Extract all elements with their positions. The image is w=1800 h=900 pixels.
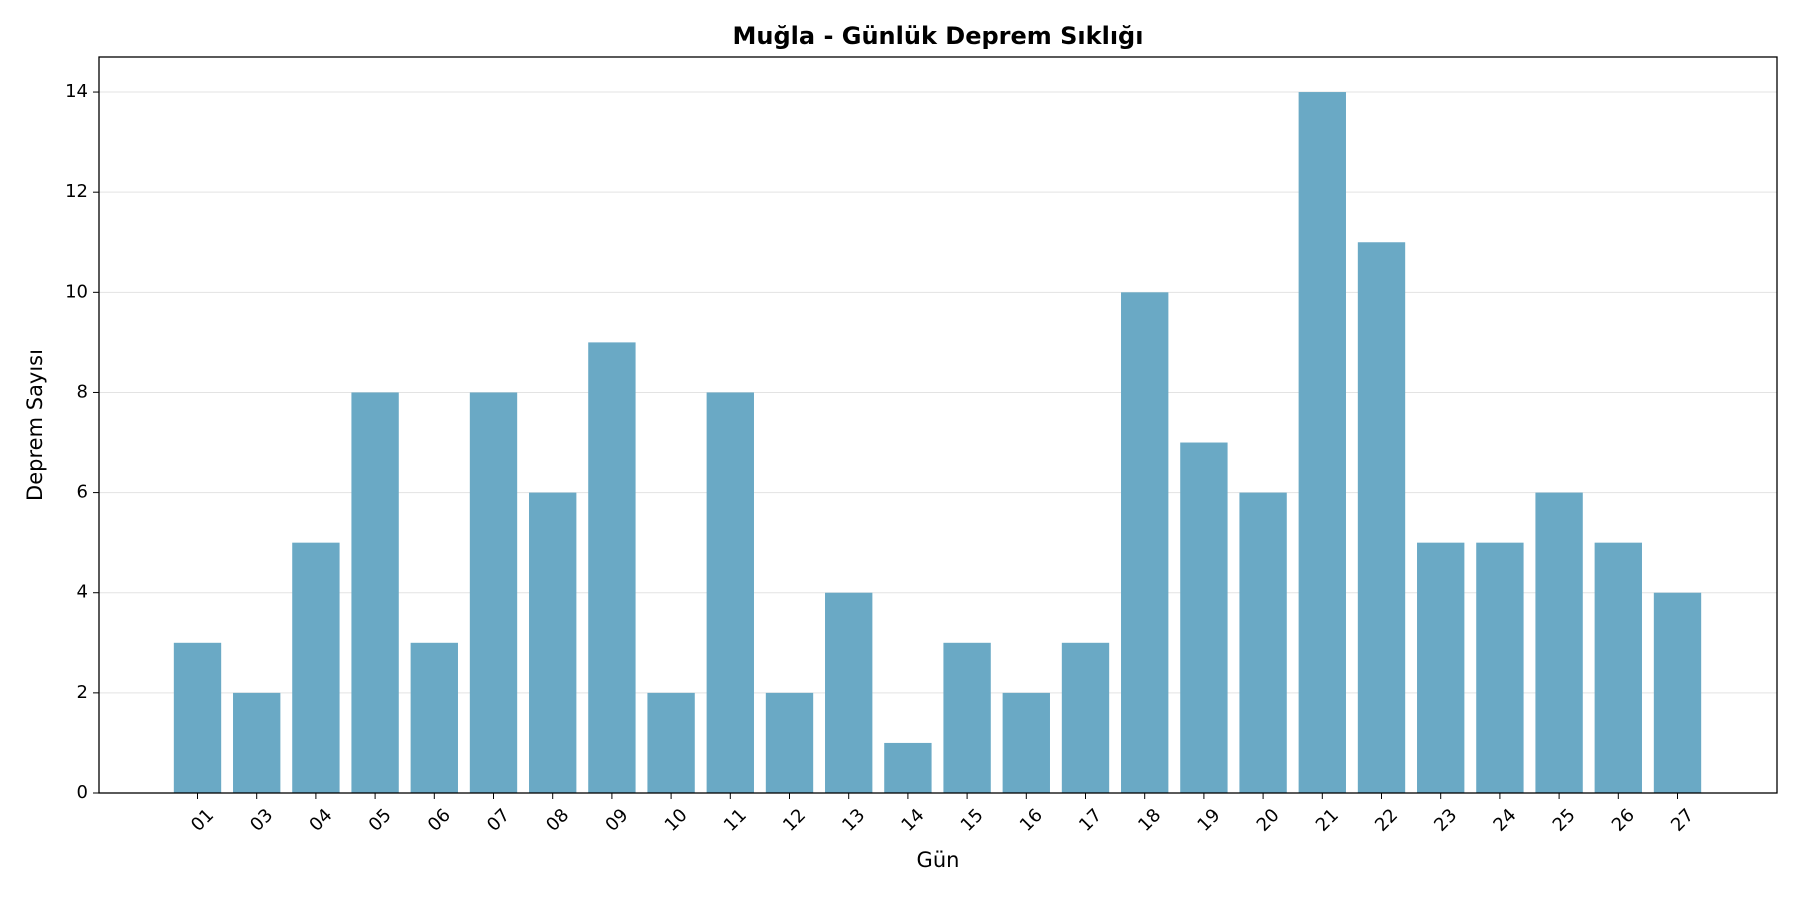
y-tick-label: 2 bbox=[77, 682, 88, 703]
bar bbox=[410, 642, 458, 793]
x-tick-label: 09 bbox=[601, 805, 632, 836]
bar bbox=[1535, 492, 1583, 793]
bar bbox=[706, 392, 754, 793]
bar bbox=[1653, 592, 1702, 793]
bar bbox=[1061, 642, 1110, 793]
bar bbox=[1002, 692, 1050, 793]
x-tick-label: 05 bbox=[365, 805, 396, 836]
y-tick-label: 0 bbox=[77, 782, 88, 803]
x-tick-label: 10 bbox=[661, 805, 692, 836]
bar bbox=[173, 642, 222, 793]
bar bbox=[1594, 542, 1642, 793]
x-tick-label: 04 bbox=[305, 805, 336, 836]
x-tick-label: 21 bbox=[1312, 805, 1343, 836]
x-tick-label: 17 bbox=[1075, 805, 1106, 836]
bar bbox=[469, 392, 518, 793]
x-tick-label: 11 bbox=[720, 805, 751, 836]
x-tick-label: 06 bbox=[424, 805, 455, 836]
bar bbox=[1357, 242, 1406, 793]
x-tick-label: 15 bbox=[957, 805, 988, 836]
bar bbox=[233, 692, 281, 793]
y-tick-label: 8 bbox=[77, 381, 88, 402]
bar bbox=[1121, 292, 1169, 793]
bar bbox=[884, 742, 932, 793]
x-axis-label: Gün bbox=[917, 848, 960, 872]
plot-frame bbox=[98, 56, 1778, 794]
x-tick-label: 19 bbox=[1193, 805, 1224, 836]
bar bbox=[351, 392, 399, 793]
y-tick-label: 4 bbox=[77, 582, 88, 603]
bar bbox=[1476, 542, 1524, 793]
x-tick-label: 01 bbox=[187, 805, 218, 836]
bar bbox=[943, 642, 991, 793]
y-tick-label: 6 bbox=[77, 482, 88, 503]
x-tick-label: 25 bbox=[1549, 805, 1580, 836]
x-tick-label: 27 bbox=[1667, 805, 1698, 836]
x-tick-label: 26 bbox=[1608, 805, 1639, 836]
bar bbox=[647, 692, 695, 793]
y-axis-label: Deprem Sayısı bbox=[23, 349, 47, 501]
bar bbox=[1180, 442, 1228, 793]
x-tick-label: 12 bbox=[779, 805, 810, 836]
y-tick-label: 10 bbox=[65, 281, 88, 302]
x-tick-label: 08 bbox=[542, 805, 573, 836]
x-tick-label: 13 bbox=[838, 805, 869, 836]
x-tick-label: 14 bbox=[897, 805, 928, 836]
x-tick-label: 03 bbox=[246, 805, 277, 836]
bar bbox=[825, 592, 873, 793]
x-tick-label: 18 bbox=[1134, 805, 1165, 836]
chart-title: Muğla - Günlük Deprem Sıklığı bbox=[733, 22, 1144, 50]
bar bbox=[588, 342, 636, 793]
bar bbox=[1239, 492, 1287, 793]
x-tick-label: 23 bbox=[1430, 805, 1461, 836]
y-tick-label: 14 bbox=[65, 81, 88, 102]
x-tick-label: 20 bbox=[1253, 805, 1284, 836]
x-tick-label: 22 bbox=[1371, 805, 1402, 836]
bar bbox=[292, 542, 340, 793]
bar bbox=[1298, 92, 1346, 794]
x-tick-label: 24 bbox=[1489, 805, 1520, 836]
bar bbox=[765, 692, 814, 793]
bar bbox=[529, 492, 577, 793]
y-tick-label: 12 bbox=[65, 181, 88, 202]
bar bbox=[1417, 542, 1465, 793]
x-tick-label: 07 bbox=[483, 805, 514, 836]
x-tick-label: 16 bbox=[1016, 805, 1047, 836]
